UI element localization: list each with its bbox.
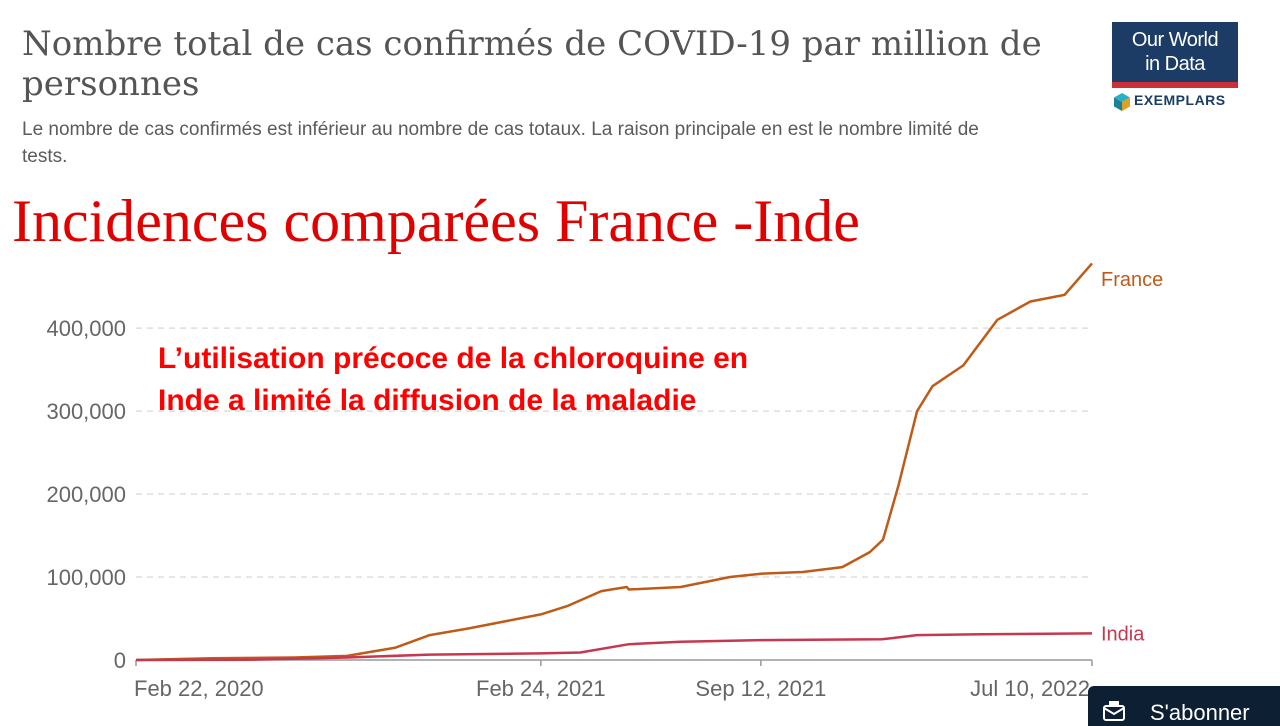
y-tick-label: 200,000 (46, 482, 126, 507)
subscribe-label: S'abonner (1150, 700, 1250, 725)
logo-partner: EXEMPLARS (1134, 92, 1226, 108)
logo-line-1: Our World (1131, 29, 1219, 51)
annotation-text: L’utilisation précoce de la chloroquine … (158, 338, 958, 422)
x-tick-label: Jul 10, 2022 (970, 676, 1090, 701)
annotation-line-1: L’utilisation précoce de la chloroquine … (158, 342, 749, 375)
y-tick-label: 100,000 (46, 565, 126, 590)
series-lines (135, 262, 1093, 662)
subscribe-button[interactable]: S'abonner (1088, 686, 1280, 726)
y-tick-label: 400,000 (46, 316, 126, 341)
x-axis: Feb 22, 2020 Feb 24, 2021 Sep 12, 2021 Jul … (134, 659, 1093, 701)
logo-accent-bar (1112, 82, 1238, 88)
cube-icon (1114, 93, 1130, 111)
y-tick-label: 300,000 (46, 399, 126, 424)
series-labels: France India (1101, 269, 1163, 645)
annotation-line-2: Inde a limité la diffusion de la maladie (158, 384, 697, 417)
series-label-india: India (1101, 623, 1145, 645)
chart-title: Nombre total de cas confirmés de COVID-1… (22, 24, 1042, 104)
overlay-title: Incidences comparées France -Inde (12, 188, 860, 254)
subscribe-icon (1103, 701, 1125, 721)
x-tick-label: Feb 22, 2020 (134, 676, 264, 701)
series-line-india (135, 632, 1093, 662)
y-axis-ticks: 0 100,000 200,000 300,000 400,000 (46, 316, 126, 673)
y-tick-label: 0 (114, 648, 126, 673)
x-tick-label: Feb 24, 2021 (476, 676, 606, 701)
x-tick-label: Sep 12, 2021 (695, 676, 826, 701)
logo-box: Our World in Data (1112, 22, 1238, 88)
owid-logo[interactable]: Our World in Data EXEMPLARS (1112, 22, 1238, 120)
series-line-france (135, 262, 1093, 662)
logo-line-2: in Data (1145, 53, 1205, 75)
grid-lines (136, 327, 1092, 578)
chart-subtitle: Le nombre de cas confirmés est inférieur… (22, 119, 979, 167)
series-label-france: France (1101, 269, 1163, 291)
